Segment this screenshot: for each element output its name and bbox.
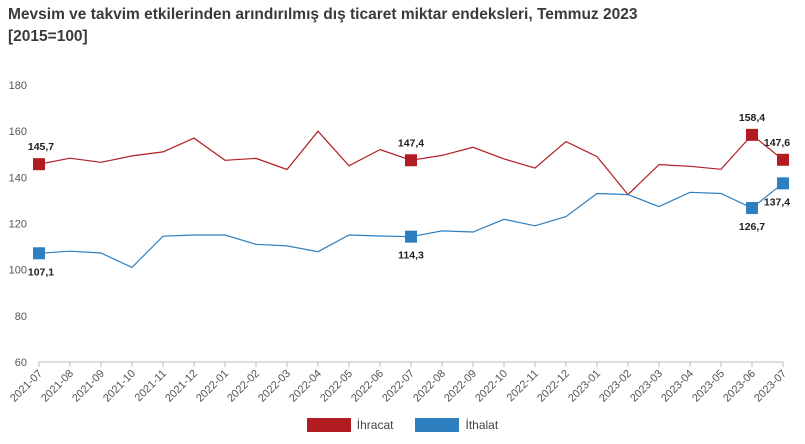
data-label-ithalat: 137,4 bbox=[764, 196, 790, 208]
x-tick-label: 2023-04 bbox=[659, 368, 696, 405]
legend-swatch-ithalat bbox=[415, 418, 460, 432]
data-label-ihracat: 147,4 bbox=[398, 137, 424, 149]
x-tick-label: 2023-06 bbox=[721, 368, 758, 405]
data-point-ithalat bbox=[405, 230, 417, 243]
x-tick-label: 2022-07 bbox=[380, 368, 417, 405]
x-tick-label: 2022-08 bbox=[411, 368, 448, 405]
x-tick-label: 2022-11 bbox=[505, 368, 541, 404]
y-tick-label: 160 bbox=[9, 126, 27, 138]
data-label-ihracat: 145,7 bbox=[28, 141, 54, 153]
data-label-ihracat: 147,6 bbox=[764, 137, 790, 149]
x-tick-label: 2023-02 bbox=[597, 368, 634, 405]
data-label-ithalat: 114,3 bbox=[398, 250, 424, 262]
legend-label-ithalat: İthalat bbox=[465, 418, 499, 432]
legend-item-ihracat[interactable]: İhracat bbox=[306, 418, 394, 432]
y-tick-label: 60 bbox=[15, 357, 27, 369]
x-tick-label: 2022-04 bbox=[287, 368, 324, 405]
x-tick-label: 2022-02 bbox=[225, 368, 262, 405]
x-tick-label: 2022-12 bbox=[535, 368, 572, 405]
x-tick-label: 2022-10 bbox=[473, 368, 510, 405]
legend-item-ithalat[interactable]: İthalat bbox=[415, 418, 498, 432]
data-label-ithalat: 107,1 bbox=[28, 266, 54, 278]
y-tick-label: 140 bbox=[9, 172, 27, 184]
y-tick-label: 100 bbox=[9, 265, 27, 277]
x-tick-label: 2023-05 bbox=[690, 368, 727, 405]
data-label-ihracat: 158,4 bbox=[739, 112, 765, 124]
y-tick-label: 180 bbox=[9, 80, 27, 92]
x-tick-label: 2021-09 bbox=[70, 368, 107, 405]
data-label-ithalat: 126,7 bbox=[739, 221, 765, 233]
data-point-ihracat bbox=[746, 128, 758, 141]
chart-legend: İhracat İthalat bbox=[0, 418, 805, 432]
data-point-ihracat bbox=[405, 154, 417, 167]
x-tick-label: 2023-03 bbox=[628, 368, 665, 405]
x-tick-label: 2021-12 bbox=[163, 368, 200, 405]
x-tick-label: 2021-11 bbox=[133, 368, 169, 404]
x-tick-label: 2022-09 bbox=[442, 368, 479, 405]
x-tick-label: 2022-05 bbox=[318, 368, 355, 405]
y-tick-label: 120 bbox=[9, 219, 27, 231]
data-point-ithalat bbox=[33, 247, 45, 260]
x-tick-label: 2022-01 bbox=[194, 368, 231, 405]
chart-title-line2: [2015=100] bbox=[8, 28, 88, 45]
x-tick-label: 2021-07 bbox=[8, 368, 45, 405]
legend-swatch-ihracat bbox=[306, 418, 351, 432]
x-tick-label: 2023-07 bbox=[752, 368, 789, 405]
chart-title: Mevsim ve takvim etkilerinden arındırılm… bbox=[8, 4, 637, 48]
data-point-ithalat bbox=[777, 177, 789, 190]
y-tick-label: 80 bbox=[15, 311, 27, 323]
x-tick-label: 2021-10 bbox=[101, 368, 138, 405]
x-tick-label: 2022-03 bbox=[256, 368, 293, 405]
legend-label-ihracat: İhracat bbox=[356, 418, 394, 432]
x-tick-label: 2022-06 bbox=[349, 368, 386, 405]
data-point-ihracat bbox=[777, 153, 789, 166]
data-point-ithalat bbox=[746, 202, 758, 215]
x-tick-label: 2023-01 bbox=[566, 368, 603, 405]
x-tick-label: 2021-08 bbox=[39, 368, 76, 405]
data-point-ihracat bbox=[33, 158, 45, 171]
chart-title-line1: Mevsim ve takvim etkilerinden arındırılm… bbox=[8, 6, 638, 23]
